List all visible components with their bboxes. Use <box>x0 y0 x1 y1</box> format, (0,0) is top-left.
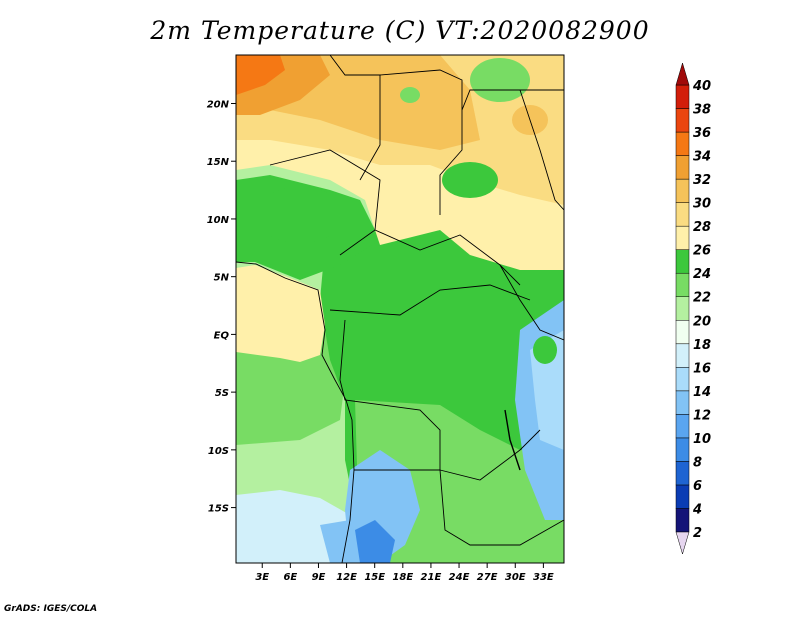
colorbar-swatch <box>675 202 690 227</box>
colorbar-swatch <box>675 437 690 462</box>
gulf-of-guinea <box>236 265 325 362</box>
colorbar-swatch <box>675 320 690 345</box>
warm-ocean-region <box>236 330 345 445</box>
x-tick-label: 18E <box>392 572 413 583</box>
colorbar-label: 24 <box>693 267 711 282</box>
colorbar-label: 30 <box>693 197 711 212</box>
colorbar-label: 12 <box>693 408 711 423</box>
colorbar-over-triangle <box>675 62 690 86</box>
cool-ocean-region <box>236 490 350 563</box>
colorbar-swatch <box>675 178 690 203</box>
border-angola <box>354 469 564 546</box>
colorbar-swatch <box>675 343 690 368</box>
y-tick-label: 10N <box>207 215 230 226</box>
colorbar-swatch <box>675 272 690 297</box>
y-axis: 20N 15N 10N 5N EQ 5S 10S 15S <box>207 99 236 515</box>
border-ethiopia <box>519 89 564 211</box>
lake-tanganyika <box>504 409 521 471</box>
y-tick-label: 20N <box>207 99 230 110</box>
sahara-hottest <box>236 55 285 95</box>
temperature-map <box>236 55 564 563</box>
colorbar-label: 14 <box>693 385 711 400</box>
border-drc-north <box>329 284 531 316</box>
chart-title: 2m Temperature (C) VT:2020082900 <box>150 16 650 45</box>
green-patch-a <box>255 187 345 243</box>
colorbar-swatch <box>675 131 690 156</box>
lake-victoria <box>533 336 557 364</box>
x-tick-label: 9E <box>312 572 326 583</box>
angola-highlands-cold <box>355 520 395 563</box>
border-chad-sudan <box>461 89 564 111</box>
y-tick-label: 10S <box>208 446 229 457</box>
colorbar-label: 20 <box>693 314 711 329</box>
colorbar-label: 8 <box>693 455 702 470</box>
y-tick-label: 5S <box>215 388 229 399</box>
x-axis: 3E 6E 9E 12E 15E 18E 21E 24E 27E 30E 33E <box>255 563 554 583</box>
colorbar-swatch <box>675 249 690 274</box>
colorbar-label: 6 <box>693 479 702 494</box>
colorbar-label: 22 <box>693 291 711 306</box>
colorbar-label: 2 <box>693 526 702 541</box>
x-tick-label: 30E <box>505 572 526 583</box>
colorbar-swatch <box>675 155 690 180</box>
colorbar-swatch <box>675 508 690 533</box>
x-tick-label: 27E <box>477 572 498 583</box>
border-zambia <box>439 429 541 481</box>
colorbar-label: 38 <box>693 103 711 118</box>
colorbar-swatch <box>675 461 690 486</box>
west-coastline <box>236 261 355 563</box>
border-niger-chad <box>379 69 463 215</box>
colorbar-swatch <box>675 84 690 109</box>
x-tick-label: 6E <box>283 572 297 583</box>
colorbar-label: 26 <box>693 244 711 259</box>
colorbar-label: 32 <box>693 173 711 188</box>
map-frame <box>235 54 565 564</box>
colorbar-label: 10 <box>693 432 711 447</box>
colorbar-swatch <box>675 225 690 250</box>
colorbar-label: 36 <box>693 126 711 141</box>
political-borders <box>236 55 564 563</box>
x-tick-label: 15E <box>364 572 385 583</box>
y-tick-label: 15N <box>207 157 230 168</box>
green-patch-b <box>442 162 498 198</box>
colorbar-label: 40 <box>692 79 711 94</box>
border-car <box>374 229 521 286</box>
green-patch-d <box>400 87 420 103</box>
y-tick-label: 5N <box>214 273 230 284</box>
colorbar-swatch <box>675 414 690 439</box>
x-tick-label: 12E <box>336 572 357 583</box>
colorbar-label: 34 <box>693 150 711 165</box>
y-tick-label: 15S <box>208 504 229 515</box>
footer-credit: GrADS: IGES/COLA <box>4 604 98 614</box>
colorbar-swatch <box>675 390 690 415</box>
colorbar-under-triangle <box>675 531 690 555</box>
x-tick-label: 3E <box>255 572 269 583</box>
colorbar-label: 4 <box>692 502 702 517</box>
x-tick-label: 21E <box>421 572 442 583</box>
border-mali-niger <box>236 55 381 181</box>
colorbar-label: 28 <box>693 220 711 235</box>
colorbar-label: 18 <box>693 338 711 353</box>
colorbar-swatch <box>675 484 690 509</box>
border-east <box>499 264 564 341</box>
border-nigeria <box>269 149 381 256</box>
x-tick-label: 33E <box>533 572 554 583</box>
border-drc-west <box>339 319 441 470</box>
green-patch-c <box>470 58 530 102</box>
colorbar-swatch <box>675 367 690 392</box>
colorbar-swatch <box>675 296 690 321</box>
x-tick-label: 24E <box>449 572 470 583</box>
y-tick-label: EQ <box>214 330 230 341</box>
colorbar-label: 16 <box>693 361 711 376</box>
colorbar-swatch <box>675 108 690 133</box>
